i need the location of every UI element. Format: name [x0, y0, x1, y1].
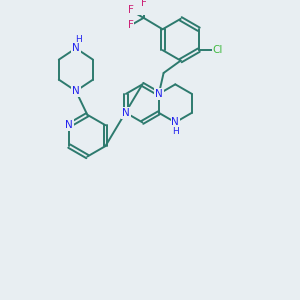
Text: N: N [122, 108, 130, 118]
Text: N: N [155, 89, 163, 99]
Text: F: F [128, 20, 134, 31]
Text: N: N [72, 43, 80, 53]
Text: F: F [128, 5, 134, 15]
Text: Cl: Cl [213, 45, 223, 55]
Text: N: N [72, 86, 80, 96]
Text: H: H [75, 35, 82, 44]
Text: N: N [65, 120, 73, 130]
Text: N: N [171, 117, 179, 128]
Text: F: F [141, 0, 146, 8]
Text: H: H [172, 128, 179, 136]
